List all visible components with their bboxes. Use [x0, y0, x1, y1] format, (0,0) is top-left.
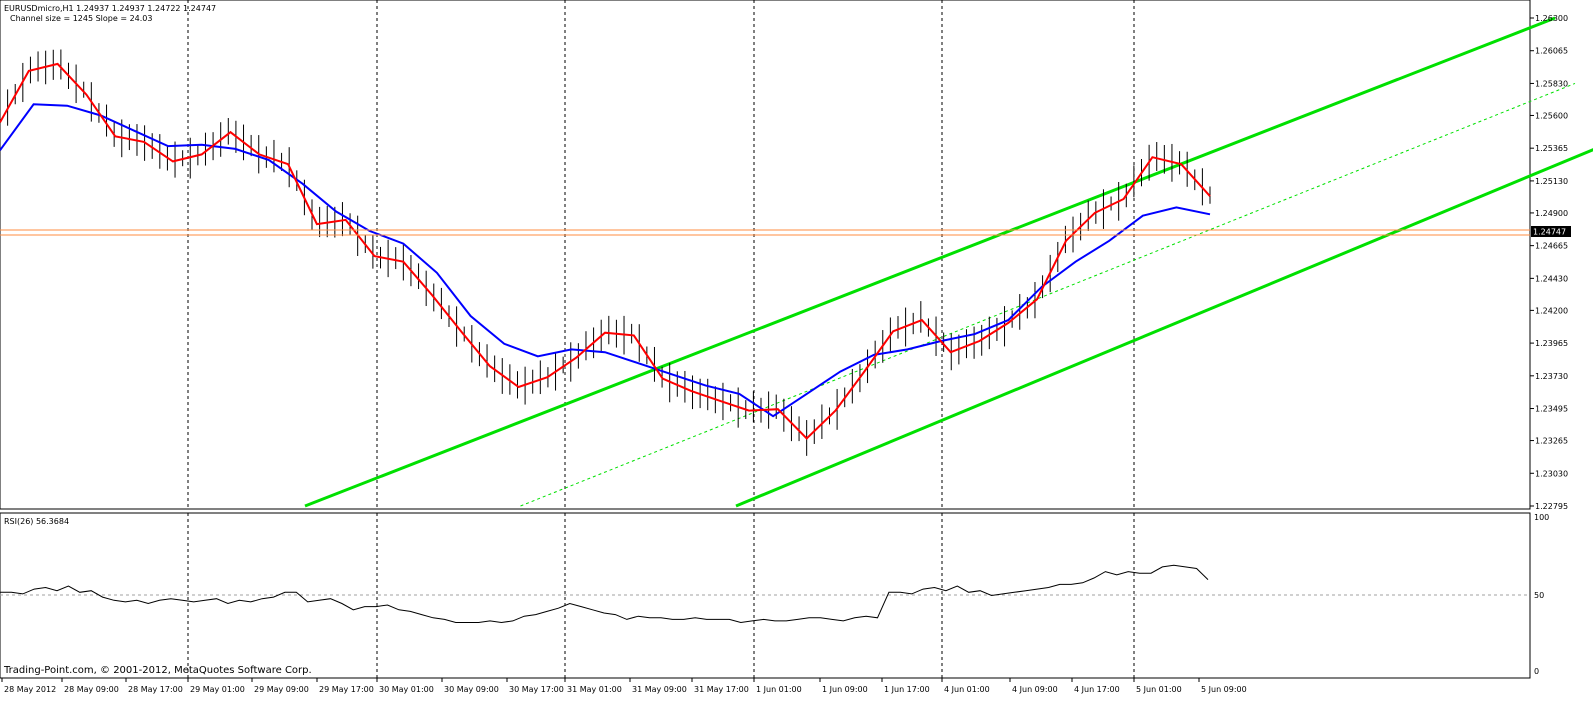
time-tick-label: 1 Jun 09:00 [822, 685, 868, 694]
price-tick-label: 1.23495 [1535, 405, 1568, 414]
time-tick-label: 30 May 17:00 [509, 685, 564, 694]
price-tick-label: 1.24430 [1535, 274, 1568, 283]
time-tick-label: 29 May 09:00 [254, 685, 309, 694]
time-tick-label: 30 May 01:00 [379, 685, 434, 694]
price-tick-label: 1.24665 [1535, 242, 1568, 251]
time-tick-label: 30 May 09:00 [444, 685, 499, 694]
price-tick-label: 1.25365 [1535, 144, 1568, 153]
time-tick-label: 4 Jun 01:00 [944, 685, 990, 694]
time-tick-label: 1 Jun 01:00 [756, 685, 802, 694]
price-tick-label: 1.25830 [1535, 79, 1568, 88]
vertical-gridlines [187, 0, 1135, 678]
time-tick-label: 29 May 01:00 [190, 685, 245, 694]
price-tick-label: 1.26065 [1535, 47, 1568, 56]
price-axis: 1.26300 1.26065 1.25830 1.25600 1.25365 1.251… [1530, 14, 1568, 511]
rsi-tick-50: 50 [1534, 591, 1544, 600]
time-axis: 28 May 2012 28 May 09:00 28 May 17:00 29 Ma… [1, 678, 1247, 694]
time-tick-label: 28 May 2012 [4, 685, 56, 694]
price-tick-label: 1.24200 [1535, 306, 1568, 315]
time-tick-label: 5 Jun 09:00 [1201, 685, 1247, 694]
current-price-badge [1531, 226, 1571, 237]
price-tick-label: 1.23965 [1535, 339, 1568, 348]
rsi-tick-100: 100 [1534, 513, 1549, 522]
price-tick-label: 1.25600 [1535, 111, 1568, 120]
regression-channel [304, 16, 1593, 508]
symbol-info: EURUSDmicro,H1 1.24937 1.24937 1.24722 1… [4, 4, 216, 13]
time-tick-label: 31 May 09:00 [632, 685, 687, 694]
price-tick-label: 1.25130 [1535, 177, 1568, 186]
price-tick-label: 1.23265 [1535, 437, 1568, 446]
fast-moving-average-line [0, 62, 1211, 440]
price-tick-label: 1.23030 [1535, 469, 1568, 478]
rsi-label: RSI(26) 56.3684 [4, 517, 69, 526]
current-price-label: 1.24747 [1533, 228, 1566, 237]
channel-info: Channel size = 1245 Slope = 24.03 [10, 14, 152, 23]
rsi-tick-0: 0 [1534, 667, 1539, 676]
price-tick-label: 1.22795 [1535, 502, 1568, 511]
main-panel [0, 0, 1531, 510]
time-tick-label: 28 May 17:00 [128, 685, 183, 694]
time-tick-label: 29 May 17:00 [319, 685, 374, 694]
price-tick-label: 1.24900 [1535, 209, 1568, 218]
time-tick-label: 4 Jun 17:00 [1074, 685, 1120, 694]
time-tick-label: 1 Jun 17:00 [884, 685, 930, 694]
price-tick-label: 1.26300 [1535, 14, 1568, 23]
channel-upper-line [304, 16, 1556, 508]
rsi-line [0, 564, 1209, 624]
copyright-text: Trading-Point.com, © 2001-2012, MetaQuot… [3, 665, 312, 676]
time-tick-label: 28 May 09:00 [64, 685, 119, 694]
time-tick-label: 5 Jun 01:00 [1136, 685, 1182, 694]
time-tick-label: 31 May 17:00 [694, 685, 749, 694]
price-tick-label: 1.23730 [1535, 372, 1568, 381]
slow-moving-average-line [0, 103, 1211, 418]
channel-lower-line [735, 148, 1593, 508]
time-tick-label: 31 May 01:00 [567, 685, 622, 694]
time-tick-label: 4 Jun 09:00 [1012, 685, 1058, 694]
